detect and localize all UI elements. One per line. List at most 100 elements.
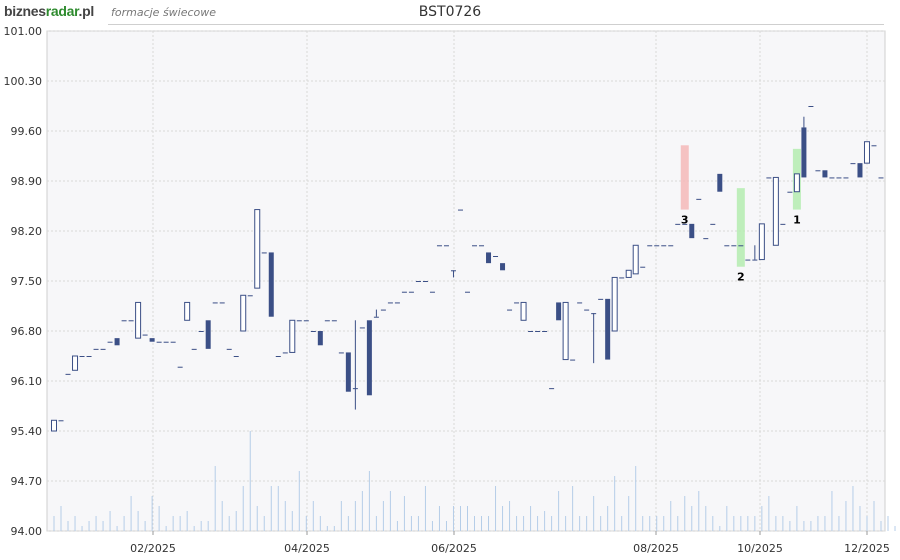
candle [654,245,660,247]
candle [58,420,64,422]
candle [758,223,765,261]
candle-body [808,106,814,107]
candle-body [415,281,421,282]
candle [562,301,569,361]
candle-body [114,338,120,346]
candle-body [689,223,695,239]
x-tick-label: 08/2025 [633,542,679,555]
y-tick-label: 99.60 [11,125,43,138]
candle [240,294,247,332]
candle [479,245,485,247]
candle-body [317,331,323,346]
candle-body [324,320,330,322]
candle-body [801,127,807,178]
x-tick-label: 12/2025 [844,542,890,555]
candle-body [500,263,506,271]
candle [324,320,330,322]
pattern-highlight-2 [736,188,745,267]
candle-body [205,320,211,349]
candle-body [780,223,786,225]
candle-body [163,341,169,343]
candle [535,331,541,332]
biznesradar-logo[interactable]: biznesradar.pl [4,3,94,19]
candle [268,252,274,317]
candle-body [577,302,583,304]
candle-body [359,327,365,329]
candle [212,302,218,304]
candle [493,256,499,257]
candle-body [387,302,393,304]
candle-body [514,302,520,304]
candle-body [268,252,274,317]
candle-body [528,331,534,332]
candle [422,281,428,282]
candle [647,245,653,247]
candle-body [254,209,261,289]
candle [149,338,155,342]
candle [394,302,400,304]
candle-body [611,276,618,332]
candle [275,356,281,357]
candle-body [598,298,604,300]
candle [100,348,106,350]
candle [303,320,309,322]
candle [863,141,870,164]
chart-subtitle: formacje świecowe [111,6,217,19]
candle [135,301,142,339]
candle [850,163,856,165]
candle-body [836,177,842,179]
candle [457,209,463,211]
candle-body [668,245,674,247]
candle [836,177,842,179]
candle [486,252,492,264]
candle-body [247,295,253,297]
chart-title: BST0726 [418,4,482,20]
candle-body [703,238,709,240]
candle [801,116,807,178]
candle [121,320,127,322]
candle-body [345,352,351,392]
candle-body [878,177,884,179]
candle [380,309,386,311]
y-tick-label: 95.40 [11,425,43,438]
candle [177,366,183,368]
candle [520,301,527,321]
candle-body [850,163,856,165]
candle-body [479,245,485,247]
candle [598,298,604,300]
candle [542,331,548,332]
candle [359,327,365,329]
candle-body [380,309,386,311]
candle-body [724,245,730,247]
candle [282,352,288,354]
candle [352,320,358,410]
candle-body [212,302,218,304]
candle-body [65,373,71,375]
candle-body [72,355,79,371]
volume-bars [53,431,896,531]
candle-body [170,341,176,343]
pattern-labels: 1 2 3 [681,214,801,284]
y-tick-label: 98.90 [11,175,43,188]
candle-body [457,209,463,211]
candle [514,302,520,304]
candle [107,341,113,343]
candle [710,223,716,225]
candle [793,173,800,193]
candle-body [436,245,442,247]
candle-body [261,252,267,254]
candle-body [128,320,134,322]
candle [373,309,379,318]
logo-main: biznes [4,3,46,19]
candle [689,223,695,239]
candle [682,223,688,225]
candle [366,320,372,396]
candle [226,348,232,350]
x-tick-label: 06/2025 [431,542,477,555]
candle [465,291,470,293]
y-tick-label: 94.70 [11,475,43,488]
candle [822,170,828,178]
candle-body [766,177,772,179]
candle [142,334,148,336]
